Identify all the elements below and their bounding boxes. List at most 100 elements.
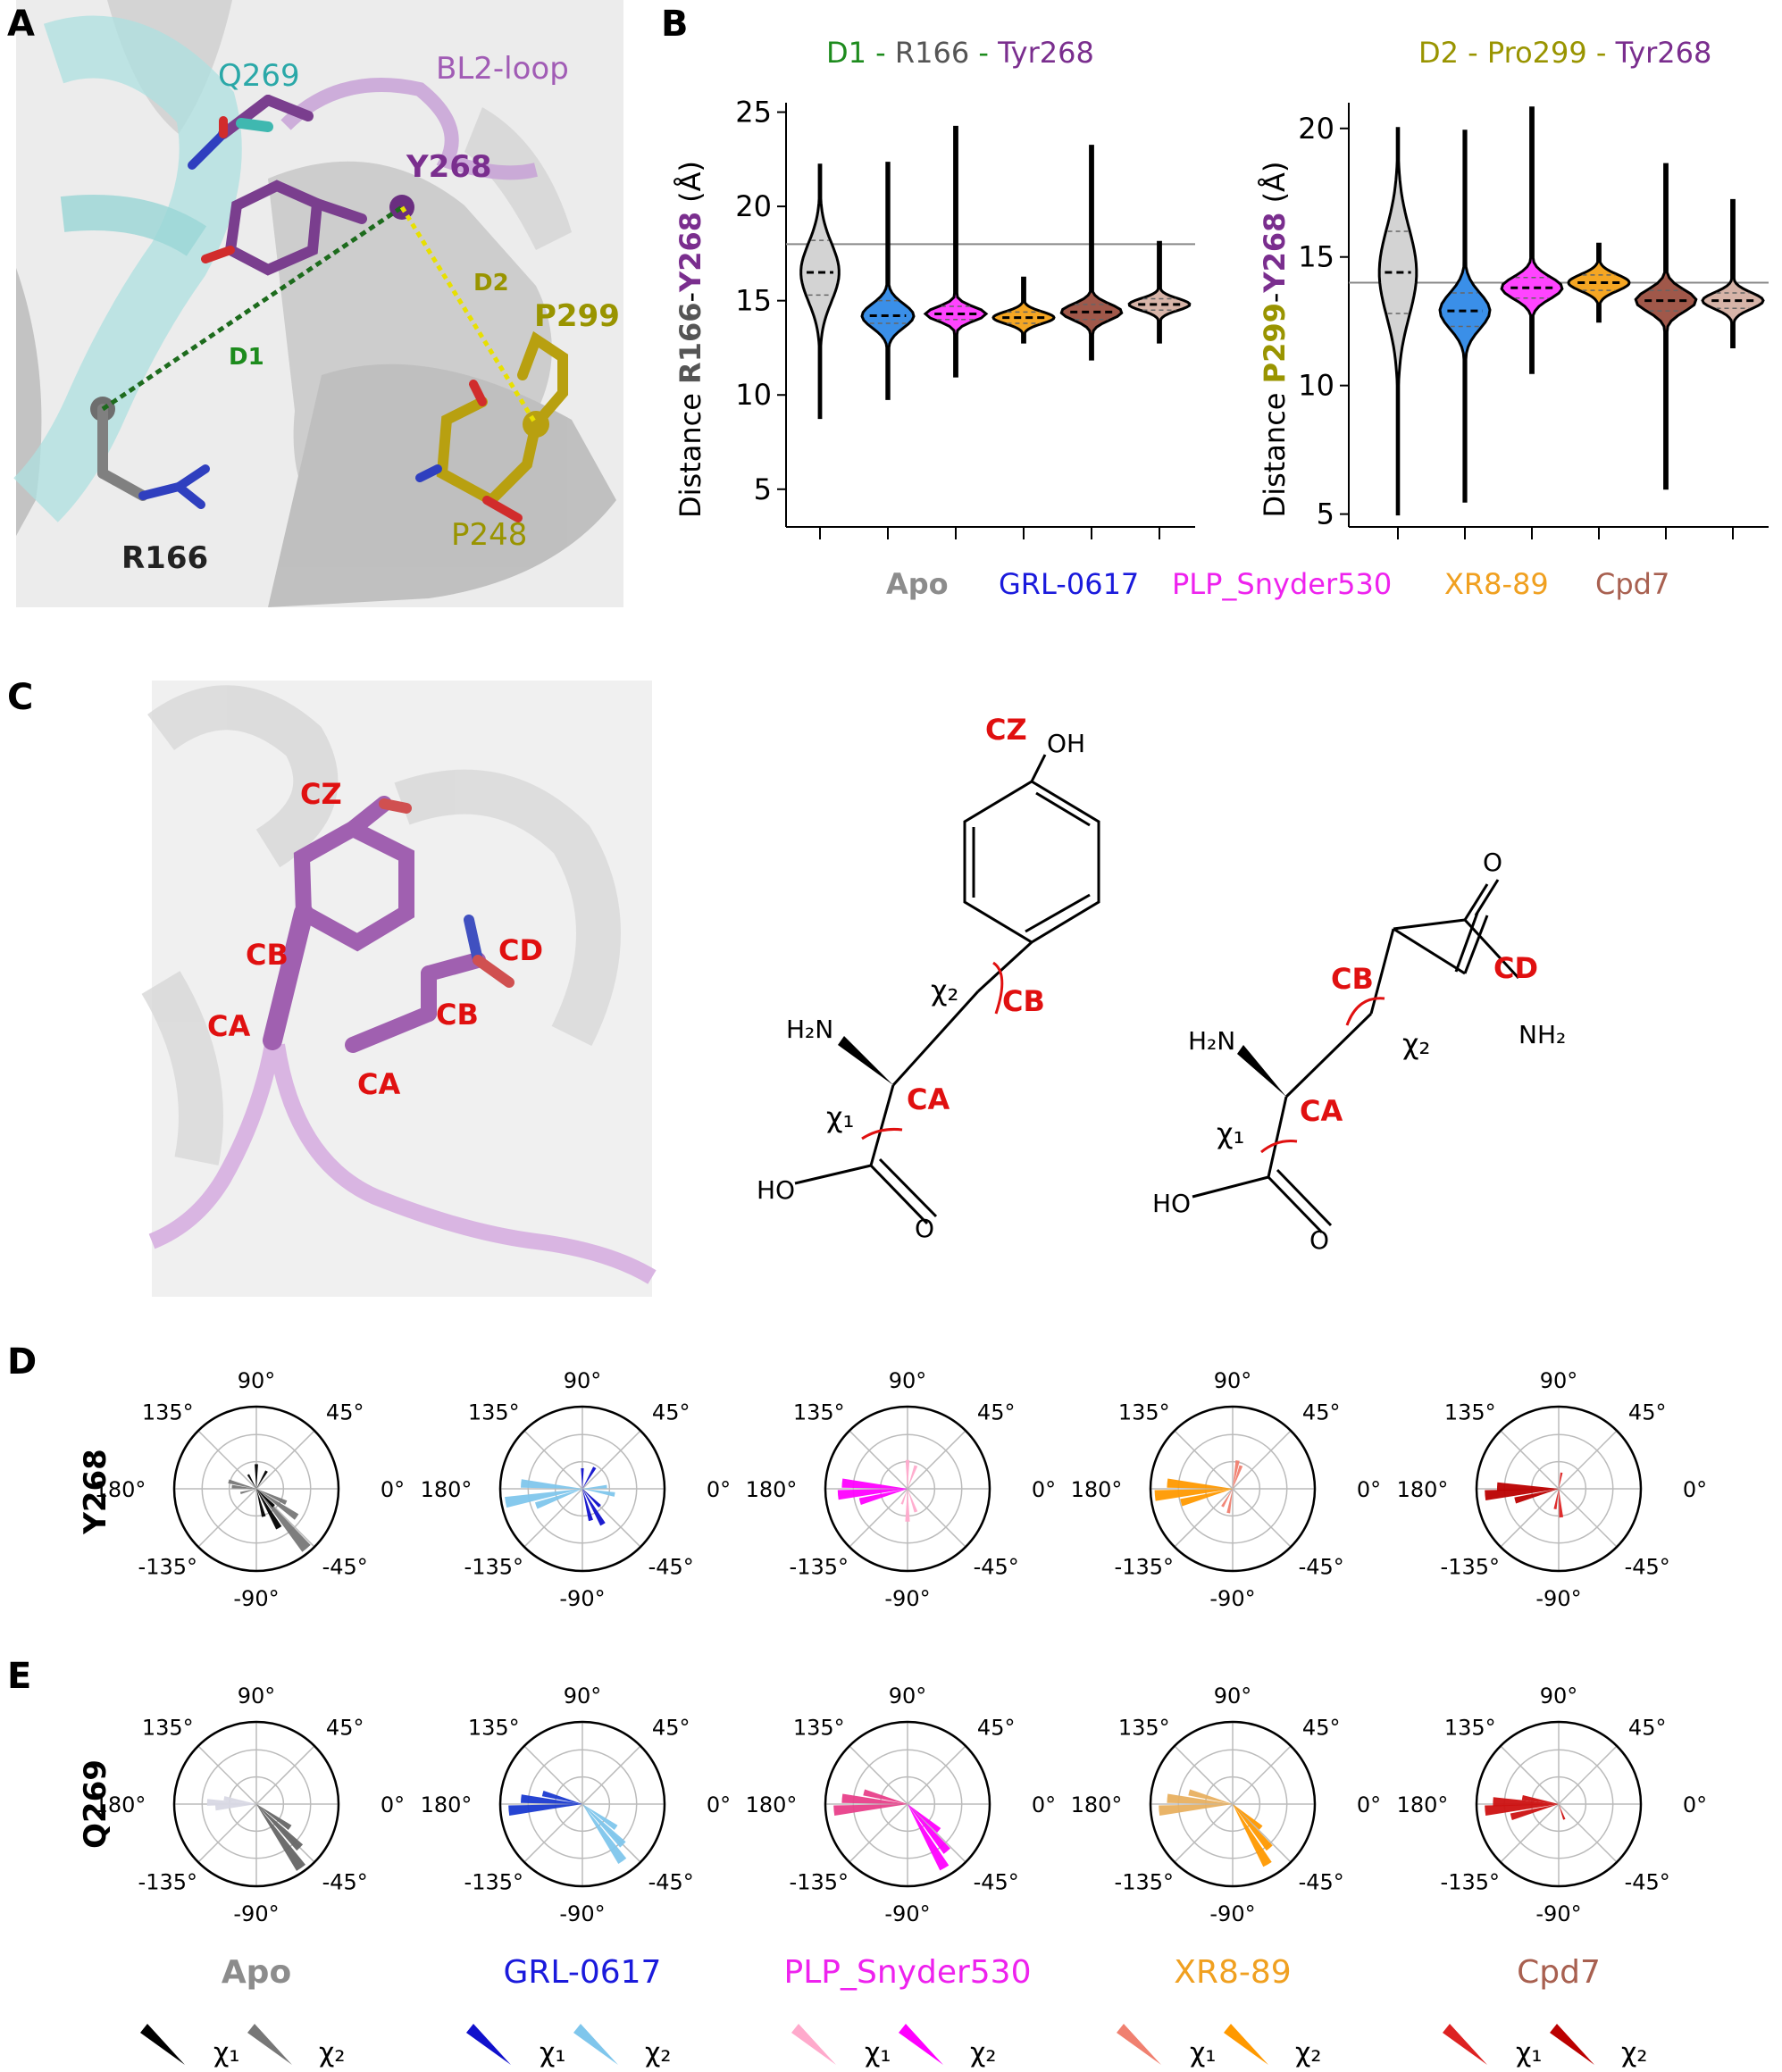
violin-left-title: D1 - R166 - Tyr268 [826,36,1094,70]
polar-bar [581,1468,584,1489]
gln-label-nh2: NH₂ [1518,1020,1566,1049]
polar-angle-label: 135° [1444,1716,1496,1741]
group-label-plp-snyder530: PLP_Snyder530 [784,1954,1032,1991]
polar-plot-plp-snyder530: 90° 45° 0° -45° -90° -135° 180° 135° [746,1368,1057,1611]
panel-letter-b: B [661,4,689,45]
violin-cpd7 [1059,145,1124,361]
polar-plot-cpd7: 90° 45° 0° -45° -90° -135° 180° 135° [1397,1684,1708,1926]
polar-angle-label: 135° [142,1400,194,1425]
y-tick-label: 10 [735,378,772,412]
violin-chart-d1: 5 10 15 20 25 [735,96,1195,539]
polar-angle-label: -45° [1299,1554,1344,1579]
legend-wedge [140,2024,185,2065]
polar-angle-label: 45° [977,1400,1016,1425]
violin-plp-snyder530 [1500,106,1564,374]
violin-cpd7 [1634,163,1698,490]
polar-bar [1510,1804,1559,1820]
glutamine-chi2-arrow [1345,997,1385,1026]
polar-bar [256,1489,282,1530]
legend-chi1-label: χ₁ [213,2037,239,2068]
label-y268: Y268 [406,149,492,185]
polar-angle-label: 45° [326,1400,364,1425]
polar-bar [582,1489,593,1522]
polar-bar [900,1489,908,1505]
violin-cpd7b [1701,198,1765,348]
y-tick-label: 15 [1298,240,1334,274]
gln-label-ho: HO [1152,1189,1191,1218]
polar-bar [256,1804,304,1851]
polar-angle-label: -45° [322,1869,368,1894]
polar-angle-label: -135° [790,1869,849,1894]
polar-bar [905,1459,910,1489]
glutamine-structure [1192,912,1489,1234]
polar-angle-label: -45° [974,1869,1019,1894]
polar-bar [1521,1794,1559,1804]
panel-letter-d: D [7,1341,37,1383]
polar-angle-label: 45° [326,1716,364,1741]
polar-bar [247,1474,256,1489]
panel-a: A Q269 BL2-loop Y268 D2 P299 D1 R166 P24… [7,0,623,607]
violin-grl-0617 [1438,130,1492,503]
legend-wedge [1117,2024,1161,2065]
polar-plot-plp-snyder530: 90° 45° 0° -45° -90° -135° 180° 135° [746,1684,1057,1926]
y-tick-label: 5 [1317,497,1334,531]
stick-r166 [90,397,210,509]
violin-xr8-89 [1567,242,1631,323]
polar-angle-label: 0° [1683,1792,1707,1817]
polar-angle-label: 45° [652,1716,690,1741]
polar-bar [256,1489,311,1552]
polar-angle-label: -135° [1115,1554,1174,1579]
polar-bar [534,1489,582,1509]
polar-bar [908,1489,918,1513]
gln-label-cb: CB [1331,962,1374,996]
polar-bar [1553,1489,1559,1509]
polar-bar [1233,1465,1243,1489]
polar-angle-label: 0° [1357,1477,1381,1502]
polar-angle-label: -135° [1115,1869,1174,1894]
polar-angle-label: 180° [746,1792,798,1817]
polar-angle-label: -45° [1299,1869,1344,1894]
group-label-cpd7: Cpd7 [1517,1954,1601,1991]
polar-angle-label: -90° [1209,1901,1255,1926]
legend-chi2-label: χ₂ [970,2037,996,2068]
tyrosine-chi2-arrow [992,961,1004,1015]
polar-bar [1233,1804,1272,1867]
tyr-label-oh: OH [1047,729,1085,758]
polar-angle-label: 45° [1628,1716,1667,1741]
legend-plp-snyder530: PLP_Snyder530 [1172,567,1392,601]
violin-cpd7b [1127,240,1192,344]
polar-angle-label: 0° [707,1792,731,1817]
polar-outer-ring [824,1720,991,1888]
polar-bar [582,1804,627,1865]
label-d2: D2 [473,270,509,297]
legend-xr8-89: XR8-89 [1444,567,1549,601]
polar-angle-label: -45° [974,1554,1019,1579]
polar-angle-label: 0° [1357,1792,1381,1817]
panel-b: B D1 - R166 - Tyr268 D2 - Pro299 - Tyr26… [661,4,1769,601]
polar-plot-apo: 90° 45° 0° -45° -90° -135° 180° 135° [95,1368,406,1611]
polar-angle-label: 90° [238,1684,276,1709]
polar-bar [841,1478,908,1489]
polar-angle-label: 180° [421,1477,473,1502]
polar-bar [231,1484,256,1489]
polar-plot-grl-0617: 90° 45° 0° -45° -90° -135° 180° 135° [421,1368,732,1611]
stick-y268 [201,180,414,276]
legend-wedge [1224,2024,1268,2065]
polar-outer-ring [1475,1405,1643,1573]
tyr-label-ca: CA [907,1082,950,1116]
polar-bar [508,1804,582,1816]
polar-bar [863,1789,908,1804]
gln-label-chi2: χ₂ [1402,1027,1430,1061]
polar-angle-label: 90° [889,1368,927,1393]
legend-wedge [791,2024,836,2065]
legend-apo: Apo [886,567,949,601]
polar-bar [1167,1478,1233,1489]
polar-bar [908,1804,950,1871]
polar-bar [239,1489,256,1494]
polar-bar [215,1804,256,1811]
panel-d: D Y268 90° 45° 0° -45° -90° -135° 180° 135° 90° 4… [7,1341,1707,1611]
polar-angle-label: 45° [977,1716,1016,1741]
polar-angle-label: 90° [564,1684,602,1709]
polar-outer-ring [824,1405,991,1573]
polar-bar [1559,1489,1564,1518]
